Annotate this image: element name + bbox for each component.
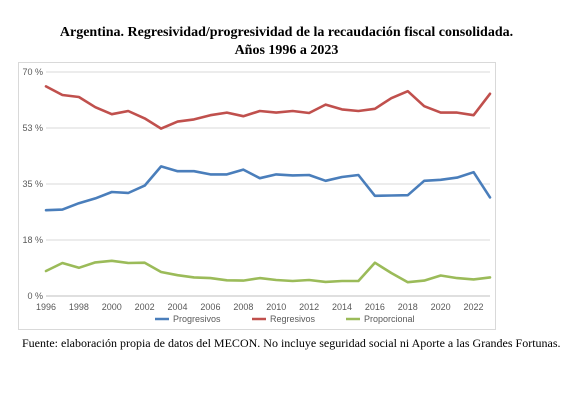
chart-title-line2: Años 1996 a 2023 <box>234 43 339 58</box>
x-tick-label: 2000 <box>102 302 122 312</box>
chart-title: Argentina. Regresividad/progresividad de… <box>0 24 573 60</box>
x-tick-label: 2022 <box>464 302 484 312</box>
x-tick-label: 2004 <box>168 302 188 312</box>
x-tick-label: 1998 <box>69 302 89 312</box>
series-line-proporcional <box>44 259 492 284</box>
legend: Progresivos Regresivos Proporcional <box>155 314 415 324</box>
legend-label: Progresivos <box>173 314 221 324</box>
x-tick-label: 2018 <box>398 302 418 312</box>
chart-frame <box>18 62 496 330</box>
legend-label: Regresivos <box>270 314 316 324</box>
source-note: Fuente: elaboración propia de datos del … <box>22 336 561 350</box>
x-axis-ticks: 1996 1998 2000 2002 2004 2006 2008 2010 2012 2014… <box>36 302 484 312</box>
x-tick-label: 2016 <box>365 302 385 312</box>
x-tick-label: 2014 <box>332 302 352 312</box>
chart-title-line1: Argentina. Regresividad/progresividad de… <box>59 25 514 40</box>
x-tick-label: 1996 <box>36 302 56 312</box>
x-tick-label: 2010 <box>266 302 286 312</box>
series-line-progresivos <box>44 165 492 212</box>
y-tick-label: 0 % <box>27 291 43 301</box>
series-lines <box>44 85 492 284</box>
y-tick-label: 18 % <box>22 235 43 245</box>
y-axis-ticks: 0 % 18 % 35 % 53 % 70 % <box>22 67 43 301</box>
series-line-regresivos <box>44 85 492 130</box>
y-tick-label: 70 % <box>22 67 43 77</box>
x-tick-label: 2008 <box>233 302 253 312</box>
x-tick-label: 2012 <box>299 302 319 312</box>
x-tick-label: 2020 <box>431 302 451 312</box>
x-tick-label: 2002 <box>135 302 155 312</box>
y-tick-label: 35 % <box>22 179 43 189</box>
y-tick-label: 53 % <box>22 123 43 133</box>
legend-label: Proporcional <box>364 314 415 324</box>
x-tick-label: 2006 <box>200 302 220 312</box>
gridlines <box>46 71 490 241</box>
